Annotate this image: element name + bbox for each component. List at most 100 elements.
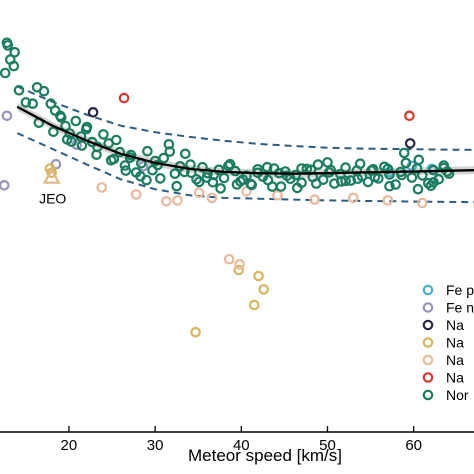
data-point <box>266 181 278 192</box>
data-point <box>312 159 324 170</box>
x-axis-label: Meteor speed [km/s] <box>188 446 342 465</box>
data-point <box>66 136 77 147</box>
x-tick-label: 60 <box>405 437 422 454</box>
legend-marker <box>422 389 434 401</box>
legend-label: Na <box>446 370 464 386</box>
data-point <box>120 165 132 176</box>
legend-marker <box>422 302 434 313</box>
data-point <box>253 270 264 282</box>
data-point <box>142 145 153 157</box>
data-point <box>141 174 152 186</box>
data-point <box>335 176 347 187</box>
x-tick-label: 40 <box>233 437 250 454</box>
data-point <box>190 326 201 338</box>
data-point <box>223 160 234 172</box>
legend-marker <box>422 354 434 366</box>
data-point <box>87 107 99 118</box>
legend-label: Fe p <box>446 282 474 298</box>
data-point <box>13 85 25 96</box>
data-point <box>169 168 181 179</box>
data-point <box>404 110 415 122</box>
data-point <box>172 195 183 206</box>
legend-entry: Nor <box>422 387 469 403</box>
data-point <box>366 165 377 176</box>
legend-label: Na <box>446 317 464 333</box>
legend-marker <box>422 319 434 331</box>
data-point <box>119 160 131 171</box>
data-point <box>404 138 416 149</box>
data-point <box>413 154 425 166</box>
data-point <box>398 147 410 159</box>
data-point <box>433 174 444 185</box>
data-point <box>215 183 226 194</box>
data-point <box>258 284 269 295</box>
x-tick-label: 20 <box>61 437 78 454</box>
data-point <box>362 176 374 188</box>
x-tick-label: 30 <box>147 437 164 454</box>
data-point <box>340 175 351 187</box>
data-point <box>158 152 169 164</box>
plot-area: JEO <box>0 37 474 338</box>
data-point <box>118 92 130 104</box>
legend-entry: Fe n <box>422 300 474 316</box>
data-point <box>171 180 182 192</box>
data-point <box>197 161 208 173</box>
legend-entry: Na <box>422 317 464 333</box>
data-point <box>70 115 82 127</box>
legend-marker <box>422 284 434 296</box>
legend-label: Na <box>446 352 464 368</box>
legend-marker <box>422 372 434 383</box>
fit-lower-bound <box>16 132 474 204</box>
data-point <box>347 192 359 204</box>
data-point <box>130 189 142 200</box>
annotation-marker <box>42 167 61 184</box>
legend-entry: Na <box>422 335 464 351</box>
data-point <box>416 197 428 209</box>
legend-label: Na <box>446 335 464 351</box>
annotation-label: JEO <box>39 191 66 207</box>
data-point <box>352 173 363 185</box>
data-point <box>310 178 322 189</box>
axes: 20 30 40 50 60 <box>0 426 474 454</box>
data-point <box>5 54 16 65</box>
data-point <box>191 174 202 185</box>
data-point <box>193 187 205 198</box>
data-point <box>20 97 32 108</box>
data-point <box>98 129 109 140</box>
x-tick-label: 50 <box>319 437 336 454</box>
data-point <box>206 192 218 204</box>
legend-entry: Na <box>422 370 464 386</box>
data-point <box>193 176 205 188</box>
data-point <box>231 179 243 190</box>
data-point <box>91 149 102 160</box>
data-point <box>96 182 107 193</box>
data-point <box>224 158 236 170</box>
legend-entry: Fe p <box>422 282 474 298</box>
data-point <box>71 139 82 150</box>
data-point <box>406 172 418 183</box>
legend-label: Fe n <box>446 300 474 316</box>
data-point <box>111 134 122 146</box>
data-point <box>275 181 287 192</box>
data-point <box>80 123 92 135</box>
data-point <box>281 170 293 182</box>
data-point <box>272 190 283 201</box>
data-point <box>384 169 395 180</box>
data-point <box>38 85 50 97</box>
data-point <box>223 253 235 265</box>
data-point <box>412 183 424 195</box>
fit-line <box>16 105 474 175</box>
data-point <box>382 195 394 206</box>
data-point <box>354 158 366 169</box>
data-point <box>201 172 213 183</box>
data-point <box>291 182 303 194</box>
data-point <box>422 177 434 189</box>
data-point <box>161 196 172 207</box>
data-point <box>180 148 191 160</box>
data-point <box>390 179 401 190</box>
data-point <box>241 186 252 197</box>
data-point <box>0 180 10 191</box>
data-point <box>309 194 320 205</box>
